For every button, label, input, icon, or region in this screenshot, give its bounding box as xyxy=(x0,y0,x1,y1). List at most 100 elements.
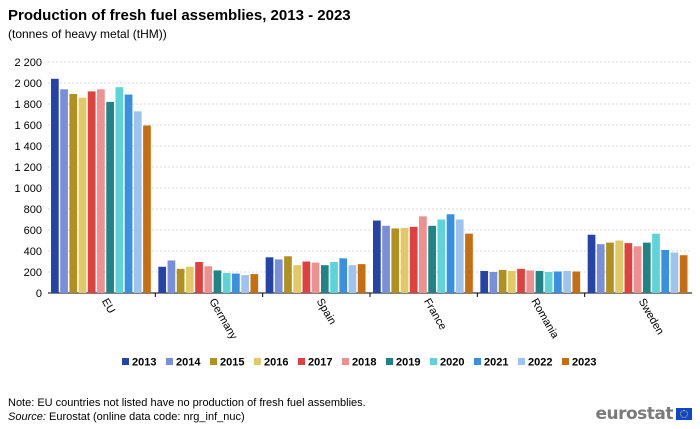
legend-swatch-2022 xyxy=(518,358,525,365)
bar-romania-2022 xyxy=(563,270,571,293)
bar-romania-2015 xyxy=(498,269,507,293)
bar-germany-2020 xyxy=(222,273,231,293)
y-tick-label: 400 xyxy=(24,246,42,258)
bar-france-2022 xyxy=(455,219,464,293)
legend-swatch-2018 xyxy=(342,358,349,365)
legend-label-2020: 2020 xyxy=(440,357,464,369)
bar-spain-2016 xyxy=(293,265,302,293)
bar-sweden-2013 xyxy=(587,234,596,293)
footnote: Note: EU countries not listed have no pr… xyxy=(8,397,366,409)
bar-spain-2019 xyxy=(320,265,329,293)
bar-spain-2017 xyxy=(302,261,311,293)
chart-area: 0 200 400 600 800 1 000 1 200 1 400 1 600 1 800 2 … xyxy=(14,57,692,369)
bar-spain-2021 xyxy=(339,258,348,293)
legend-label-2022: 2022 xyxy=(528,357,552,369)
x-tick-label: EU xyxy=(99,297,117,316)
bar-france-2014 xyxy=(382,225,390,293)
chart-subtitle: (tonnes of heavy metal (tHM)) xyxy=(8,27,167,41)
bar-france-2019 xyxy=(428,225,436,293)
legend-label-2016: 2016 xyxy=(264,357,288,369)
bar-spain-2015 xyxy=(284,256,292,293)
bar-eu-2019 xyxy=(106,101,114,294)
bar-sweden-2019 xyxy=(642,242,651,293)
source-text: Eurostat (online data code: nrg_inf_nuc) xyxy=(48,411,245,423)
bar-sweden-2021 xyxy=(661,249,670,293)
bar-eu-2013 xyxy=(51,78,59,293)
eu-flag-icon xyxy=(676,408,692,420)
legend-label-2023: 2023 xyxy=(572,357,596,369)
y-tick-label: 0 xyxy=(36,288,42,300)
y-tick-label: 1 400 xyxy=(14,141,42,153)
bar-eu-2017 xyxy=(87,91,96,294)
legend-label-2013: 2013 xyxy=(132,357,156,369)
bar-romania-2016 xyxy=(507,270,516,293)
y-tick-label: 1 000 xyxy=(14,183,42,195)
bar-france-2020 xyxy=(437,219,446,293)
y-tick-label: 1 800 xyxy=(14,99,42,111)
bar-spain-2013 xyxy=(265,257,274,293)
chart-title: Production of fresh fuel assemblies, 201… xyxy=(8,7,351,24)
bar-romania-2018 xyxy=(526,270,535,293)
legend-swatch-2017 xyxy=(298,358,305,365)
bar-france-2016 xyxy=(400,227,409,293)
bar-germany-2015 xyxy=(176,268,185,293)
bar-sweden-2023 xyxy=(679,255,688,293)
bar-eu-2022 xyxy=(133,111,142,293)
bar-eu-2014 xyxy=(60,89,68,293)
legend-label-2015: 2015 xyxy=(220,357,244,369)
legend-swatch-2014 xyxy=(166,358,173,365)
bar-eu-2016 xyxy=(78,97,87,293)
eurostat-logo: eurostat xyxy=(595,404,692,424)
bar-sweden-2017 xyxy=(624,243,633,294)
bar-france-2021 xyxy=(446,214,455,293)
y-tick-label: 600 xyxy=(24,225,42,237)
bar-romania-2014 xyxy=(489,272,498,293)
bar-eu-2023 xyxy=(143,125,151,293)
y-tick-label: 1 200 xyxy=(14,162,42,174)
logo-text: eurostat xyxy=(595,404,673,424)
bar-germany-2019 xyxy=(213,270,222,293)
bar-romania-2023 xyxy=(572,271,581,293)
bar-germany-2014 xyxy=(167,260,176,293)
bar-germany-2016 xyxy=(185,266,194,293)
legend-label-2014: 2014 xyxy=(176,357,201,369)
bar-spain-2022 xyxy=(348,265,357,293)
bar-germany-2017 xyxy=(195,262,203,293)
bar-eu-2018 xyxy=(97,89,105,293)
legend-label-2017: 2017 xyxy=(308,357,332,369)
legend-label-2018: 2018 xyxy=(352,357,376,369)
legend-swatch-2023 xyxy=(562,358,569,365)
bar-sweden-2014 xyxy=(596,244,605,293)
source-line: Source: Eurostat (online data code: nrg_… xyxy=(8,411,245,423)
bar-romania-2019 xyxy=(535,270,544,293)
bar-romania-2020 xyxy=(544,272,553,293)
bar-sweden-2016 xyxy=(615,240,624,293)
legend-label-2019: 2019 xyxy=(396,357,420,369)
x-tick-label: Spain xyxy=(314,297,338,327)
legend-label-2021: 2021 xyxy=(484,357,508,369)
legend-swatch-2015 xyxy=(210,358,217,365)
bar-germany-2013 xyxy=(158,266,167,293)
bar-germany-2022 xyxy=(241,275,249,293)
bar-romania-2013 xyxy=(480,270,489,293)
bar-germany-2023 xyxy=(250,274,259,293)
y-tick-label: 2 000 xyxy=(14,78,42,90)
bar-france-2018 xyxy=(419,216,427,293)
legend-swatch-2021 xyxy=(474,358,481,365)
bar-sweden-2020 xyxy=(652,233,660,293)
y-tick-label: 200 xyxy=(24,267,42,279)
bar-eu-2015 xyxy=(69,94,78,293)
bar-france-2013 xyxy=(373,220,381,293)
y-tick-label: 1 600 xyxy=(14,120,42,132)
legend-swatch-2016 xyxy=(254,358,261,365)
source-label: Source: xyxy=(8,411,46,423)
legend-swatch-2013 xyxy=(122,358,129,365)
bar-germany-2021 xyxy=(232,273,240,293)
bar-spain-2014 xyxy=(274,259,283,293)
x-tick-label: France xyxy=(421,297,449,333)
x-tick-label: Germany xyxy=(206,297,239,343)
bar-romania-2021 xyxy=(554,271,562,293)
bar-eu-2021 xyxy=(124,94,133,293)
bar-sweden-2022 xyxy=(670,252,679,293)
bar-france-2023 xyxy=(465,233,473,293)
